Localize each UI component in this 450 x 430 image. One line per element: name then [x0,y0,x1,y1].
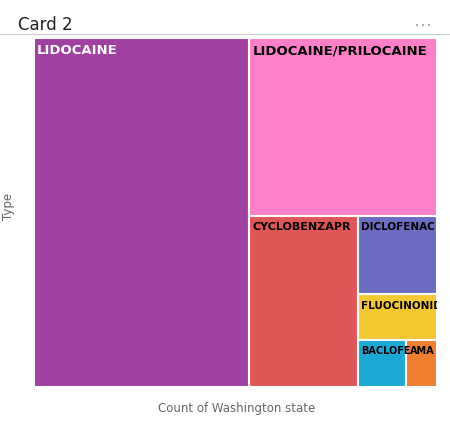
Bar [358,340,406,387]
Text: CYCLOBENZAPR: CYCLOBENZAPR [252,221,351,231]
Text: FLUOCINONID: FLUOCINONID [361,300,442,310]
Text: Card 2: Card 2 [18,16,72,34]
Text: LIDOCAINE: LIDOCAINE [37,44,118,57]
Bar [358,295,436,340]
Text: AMA: AMA [410,345,434,355]
Bar [358,216,436,295]
Text: Count of Washington state: Count of Washington state [158,401,315,414]
Text: Type: Type [2,193,14,220]
Text: ⋯: ⋯ [414,16,432,34]
Bar [249,39,436,216]
Text: LIDOCAINE/PRILOCAINE: LIDOCAINE/PRILOCAINE [252,44,427,57]
Text: BACLOFE: BACLOFE [361,345,411,355]
Bar [34,39,249,387]
Bar [249,216,358,387]
Text: DICLOFENAC: DICLOFENAC [361,221,435,231]
Bar [406,340,436,387]
